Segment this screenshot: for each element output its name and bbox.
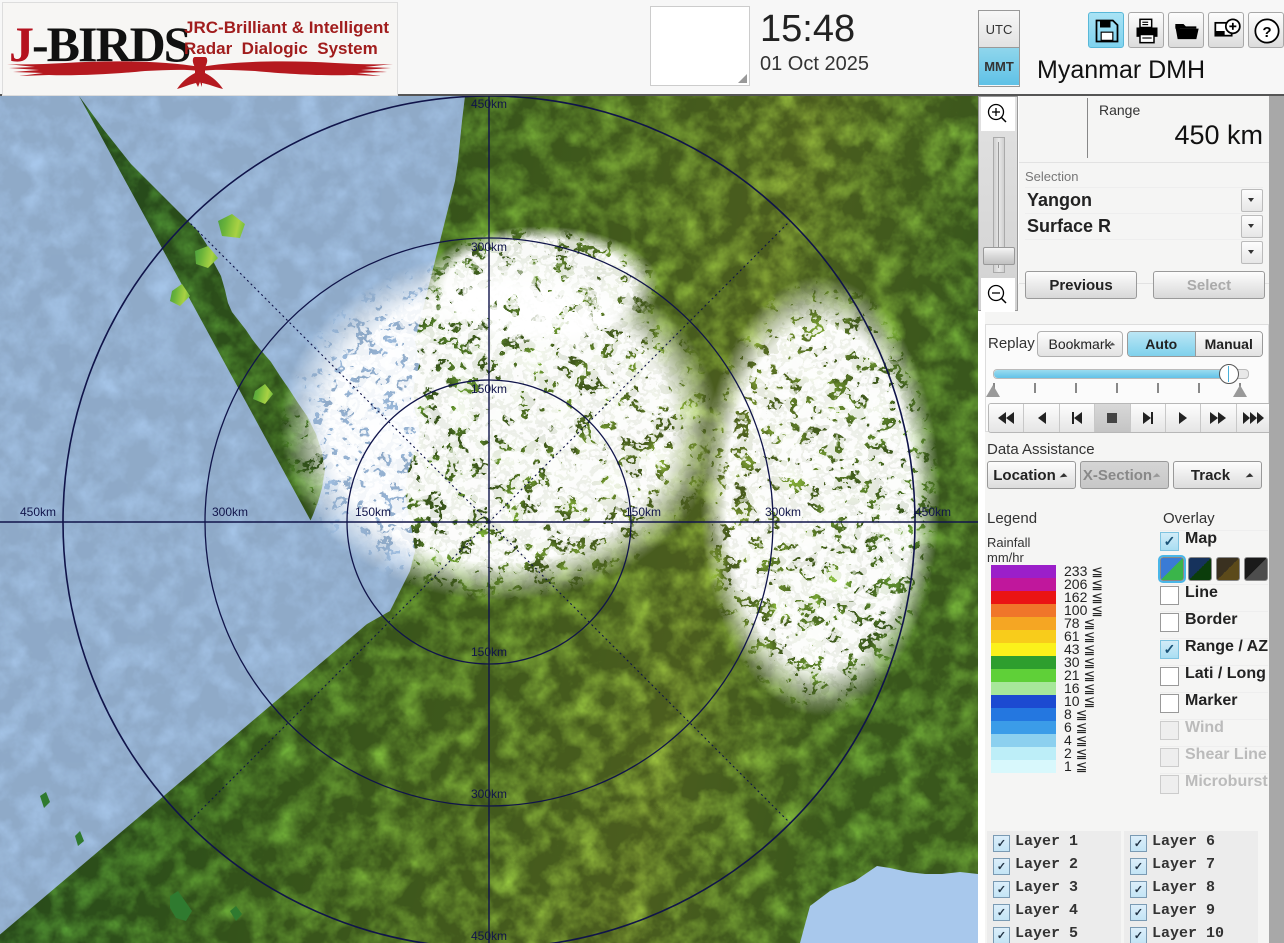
svg-text:450km: 450km — [471, 97, 507, 111]
svg-text:450km: 450km — [471, 929, 507, 943]
svg-text:150km: 150km — [355, 505, 391, 519]
svg-text:300km: 300km — [471, 787, 507, 801]
svg-text:150km: 150km — [625, 505, 661, 519]
svg-text:150km: 150km — [471, 645, 507, 659]
svg-text:450km: 450km — [915, 505, 951, 519]
svg-text:300km: 300km — [765, 505, 801, 519]
svg-text:300km: 300km — [471, 240, 507, 254]
svg-text:450km: 450km — [20, 505, 56, 519]
svg-text:300km: 300km — [212, 505, 248, 519]
svg-text:150km: 150km — [471, 382, 507, 396]
svg-text:?: ? — [1262, 24, 1271, 41]
